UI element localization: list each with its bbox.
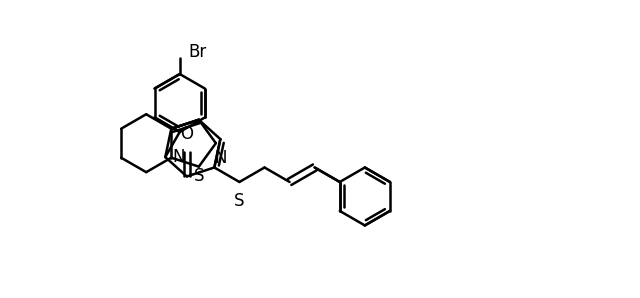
Text: S: S [193, 167, 204, 185]
Text: N: N [172, 148, 185, 166]
Text: O: O [180, 125, 193, 143]
Text: S: S [234, 192, 244, 210]
Text: N: N [214, 149, 227, 167]
Text: Br: Br [188, 43, 207, 61]
